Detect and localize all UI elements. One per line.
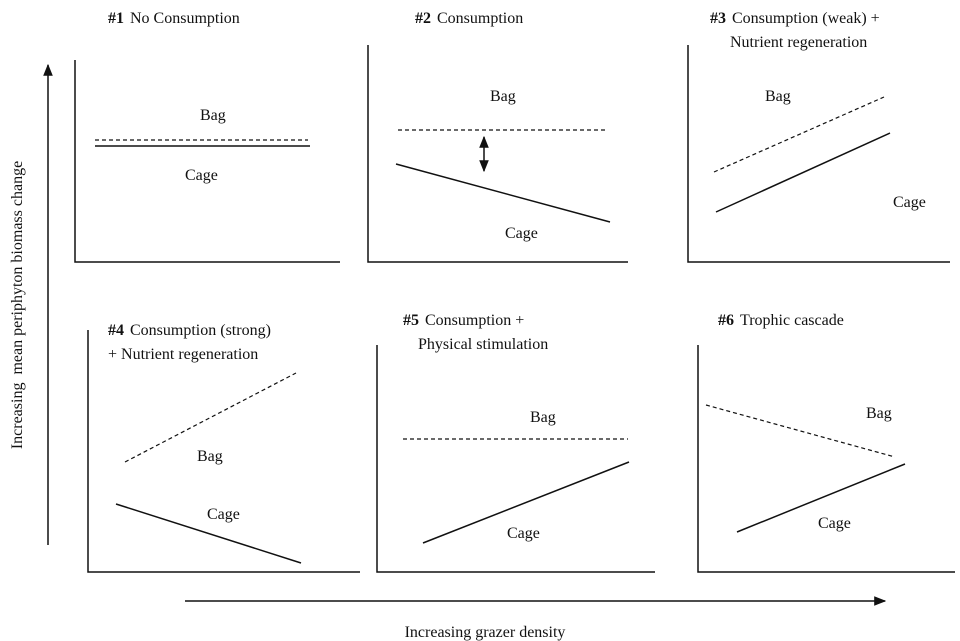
panel-title: + Nutrient regeneration bbox=[108, 346, 258, 363]
panel-title: #3 Consumption (weak) + bbox=[710, 10, 880, 27]
panel: #1 No Consumption Bag Cage bbox=[74, 10, 340, 263]
bag-line bbox=[713, 96, 885, 173]
x-axis-label: Increasing grazer density bbox=[405, 624, 566, 641]
panel-title-text: No Consumption bbox=[130, 10, 240, 27]
cage-label: Cage bbox=[505, 225, 538, 242]
cage-label: Cage bbox=[185, 167, 218, 184]
panel-axes bbox=[376, 345, 655, 573]
panel-title: #2 Consumption bbox=[415, 10, 523, 27]
panel-title: Physical stimulation bbox=[418, 336, 548, 353]
panel-title: #6 Trophic cascade bbox=[718, 312, 844, 329]
cage-label: Cage bbox=[818, 515, 851, 532]
bag-label: Bag bbox=[866, 405, 892, 422]
panel-title-text: Consumption + bbox=[425, 312, 524, 329]
panel: #3 Consumption (weak) + Nutrient regenerat… bbox=[687, 10, 950, 263]
panel-title-text: Consumption (strong) bbox=[130, 322, 271, 339]
panel-number: #6 bbox=[718, 312, 734, 329]
cage-line bbox=[736, 463, 906, 533]
cage-label: Cage bbox=[207, 506, 240, 523]
bag-label: Bag bbox=[530, 409, 556, 426]
panel-axes bbox=[87, 330, 360, 573]
panel-title-text: Consumption bbox=[437, 10, 523, 27]
panel-title: #4 Consumption (strong) bbox=[108, 322, 271, 339]
cage-label: Cage bbox=[893, 194, 926, 211]
cage-line bbox=[115, 503, 302, 564]
panel: #6 Trophic cascade Bag Cage bbox=[697, 312, 955, 573]
panel-title-text: Consumption (weak) + bbox=[732, 10, 880, 27]
cage-line bbox=[422, 461, 630, 544]
panel: #2 Consumption Bag Cage bbox=[367, 10, 628, 263]
panel-number: #2 bbox=[415, 10, 431, 27]
bag-line bbox=[705, 404, 896, 458]
panel-title-text: Trophic cascade bbox=[740, 312, 844, 329]
cage-line bbox=[395, 163, 611, 223]
panel-number: #3 bbox=[710, 10, 726, 27]
cage-label: Cage bbox=[507, 525, 540, 542]
bag-label: Bag bbox=[200, 107, 226, 124]
bag-label: Bag bbox=[197, 448, 223, 465]
panel-axes bbox=[697, 345, 955, 573]
panel-axes bbox=[367, 45, 628, 263]
panel-number: #4 bbox=[108, 322, 124, 339]
panel-axes bbox=[74, 60, 340, 263]
panel: #4 Consumption (strong) + Nutrient regener… bbox=[87, 322, 360, 573]
panel-axes bbox=[687, 45, 950, 263]
panel-number: #1 bbox=[108, 10, 124, 27]
cage-line bbox=[715, 132, 891, 213]
y-axis-label: Increasing mean periphyton biomass chang… bbox=[9, 161, 26, 449]
panel: #5 Consumption + Physical stimulation Bag Ca… bbox=[376, 312, 655, 573]
bag-label: Bag bbox=[490, 88, 516, 105]
bag-label: Bag bbox=[765, 88, 791, 105]
panel-title: #5 Consumption + bbox=[403, 312, 524, 329]
panel-title: Nutrient regeneration bbox=[730, 34, 867, 51]
panel-title: #1 No Consumption bbox=[108, 10, 240, 27]
panel-number: #5 bbox=[403, 312, 419, 329]
